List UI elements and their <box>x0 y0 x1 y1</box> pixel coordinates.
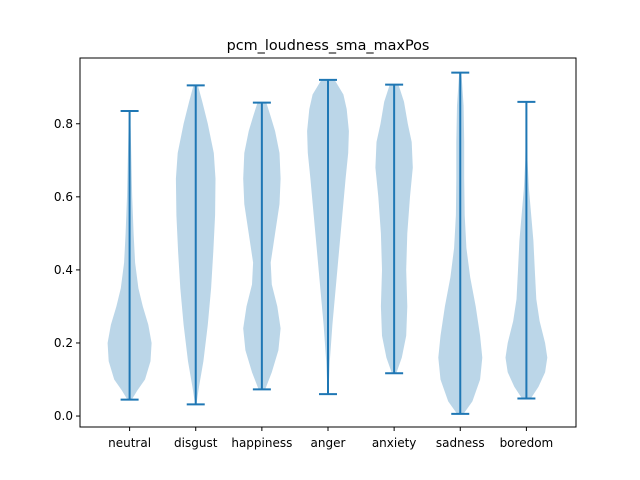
chart-title: pcm_loudness_sma_maxPos <box>227 38 430 54</box>
y-tick-label: 0.0 <box>54 409 73 423</box>
x-tick-label-disgust: disgust <box>174 436 218 450</box>
x-tick-label-anger: anger <box>311 436 346 450</box>
y-tick-label: 0.8 <box>54 117 73 131</box>
x-tick-label-anxiety: anxiety <box>372 436 417 450</box>
x-tick-label-happiness: happiness <box>231 436 292 450</box>
x-tick-label-neutral: neutral <box>108 436 151 450</box>
x-axis: neutral disgust happiness anger anxiety sadne… <box>108 427 553 450</box>
y-tick-label: 0.6 <box>54 190 73 204</box>
x-tick-label-boredom: boredom <box>500 436 554 450</box>
violin-group <box>107 71 548 415</box>
plot-frame <box>79 57 577 428</box>
y-axis: 0.0 0.2 0.4 0.6 0.8 <box>54 117 80 423</box>
y-tick-label: 0.2 <box>54 336 73 350</box>
y-tick-label: 0.4 <box>54 263 73 277</box>
x-tick-label-sadness: sadness <box>436 436 485 450</box>
